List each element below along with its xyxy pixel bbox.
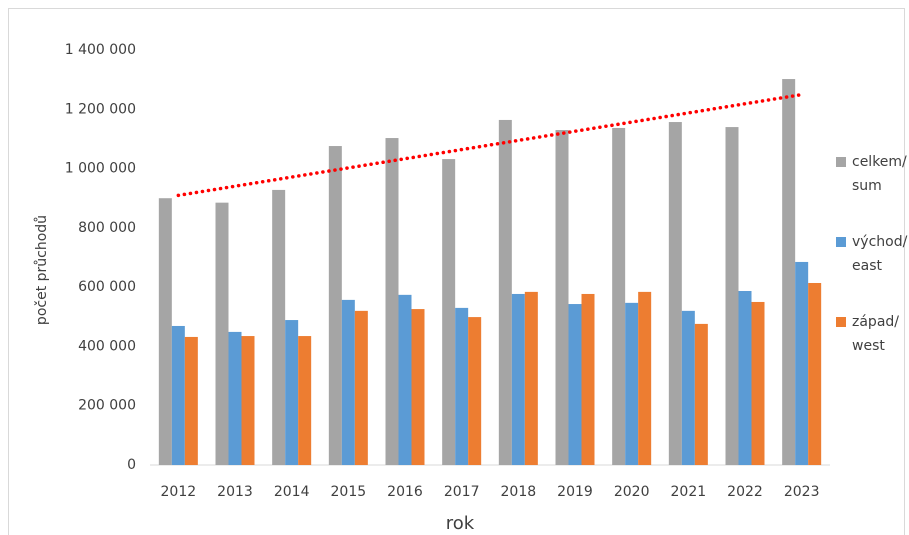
x-tick-label: 2014 [274,484,310,500]
bar [668,122,682,466]
x-tick-label: 2017 [444,484,480,500]
bar [455,307,469,465]
bar [625,302,639,465]
bar [738,290,752,465]
y-tick-label: 1 400 000 [65,42,136,58]
bar [411,309,425,465]
y-tick-label: 200 000 [78,398,136,414]
bar [694,323,708,465]
bar [808,282,822,465]
bar [285,320,299,465]
bar [638,291,652,465]
bar [158,198,172,465]
bar [341,299,355,465]
x-axis-title: rok [446,513,475,534]
x-tick-label: 2019 [557,484,593,500]
bar [524,291,538,465]
legend-label: západ/west [852,314,899,354]
legend-label: východ/east [852,234,908,274]
bar [612,127,626,465]
y-tick-label: 1 200 000 [65,101,136,117]
legend-label: celkem/sum [852,154,907,194]
legend-swatch [836,237,846,247]
x-tick-label: 2012 [161,484,197,500]
bar [568,304,582,465]
x-tick-label: 2021 [671,484,707,500]
y-tick-label: 0 [127,457,136,473]
bar [228,331,242,465]
bar [398,294,412,465]
legend-swatch [836,317,846,327]
y-tick-label: 400 000 [78,338,136,354]
trendline [176,92,804,198]
bar [328,146,342,466]
bar [184,336,198,465]
bar [468,317,482,465]
y-tick-label: 800 000 [78,220,136,236]
chart-frame [8,8,905,535]
x-tick-label: 2016 [387,484,423,500]
bar [385,138,399,465]
bar [442,159,456,466]
legend-swatch [836,157,846,167]
bar [498,119,512,465]
y-tick-label: 1 000 000 [65,161,136,177]
bar [298,336,312,465]
bar [681,310,695,465]
bar [354,310,368,465]
x-tick-label: 2020 [614,484,650,500]
bar [215,202,229,466]
x-tick-label: 2022 [727,484,763,500]
bar [782,79,796,466]
x-tick-label: 2018 [501,484,537,500]
bar [272,189,286,465]
bar [581,293,595,465]
x-tick-label: 2023 [784,484,820,500]
bar [241,336,255,465]
bar [511,293,525,465]
x-tick-label: 2013 [217,484,253,500]
x-tick-label: 2015 [331,484,367,500]
y-tick-label: 600 000 [78,279,136,295]
bar [795,261,809,465]
bar [725,127,739,466]
bar [171,325,185,465]
y-axis-title: počet průchodů [34,215,50,325]
bar [751,301,765,465]
bar [555,130,569,466]
